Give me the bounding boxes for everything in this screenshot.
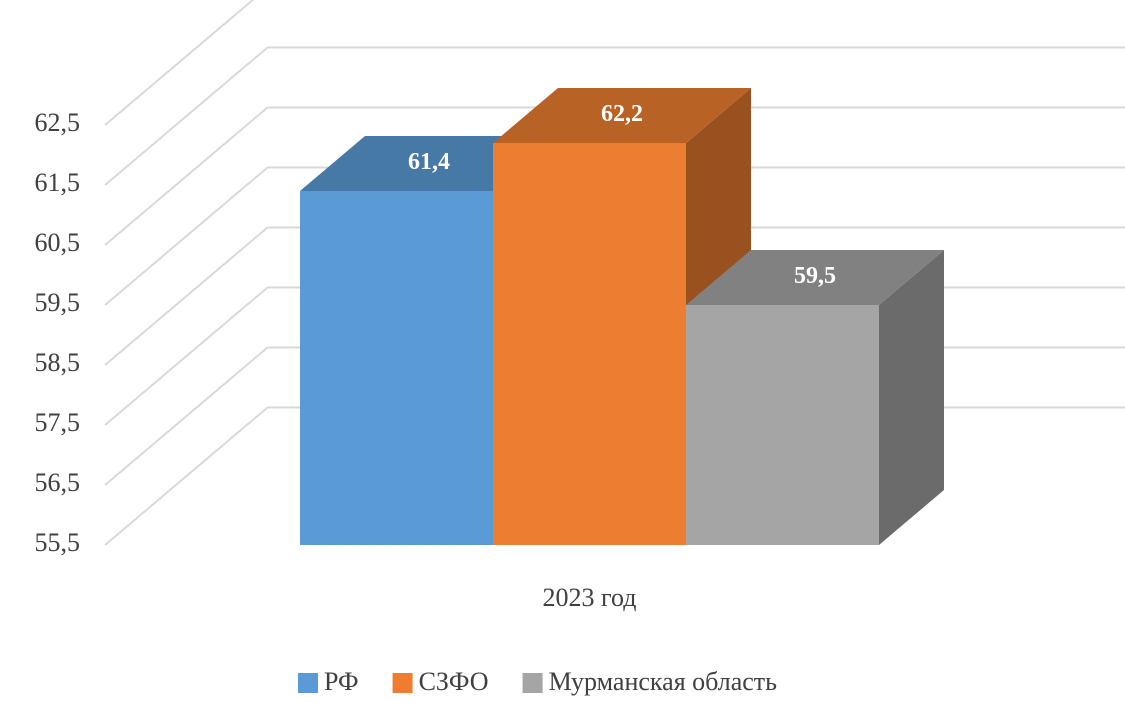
bar: [300, 191, 493, 545]
y-tick-label: 59,5: [35, 288, 81, 317]
bar: [493, 143, 686, 545]
grid-line: [104, 0, 255, 126]
bar: [686, 305, 879, 545]
legend-swatch: [392, 673, 413, 693]
y-tick-label: 57,5: [35, 408, 81, 437]
grid-line: [104, 106, 269, 246]
y-tick-label: 62,5: [35, 108, 81, 137]
legend-swatch: [522, 673, 543, 693]
data-label: 61,4: [408, 149, 450, 175]
x-tick-label: 2023 год: [543, 583, 637, 612]
data-label: 59,5: [794, 263, 836, 289]
grid-line: [104, 346, 269, 486]
grid-line: [104, 46, 269, 186]
bar-top: [493, 88, 751, 143]
legend-label: РФ: [324, 667, 359, 696]
y-tick-label: 56,5: [35, 468, 81, 497]
y-tick-label: 55,5: [35, 528, 81, 557]
bar-top: [686, 250, 944, 305]
grid-line: [104, 226, 269, 366]
y-tick-label: 60,5: [35, 228, 81, 257]
y-tick-label: 61,5: [35, 168, 81, 197]
legend-label: Мурманская область: [549, 667, 778, 696]
data-label: 62,2: [601, 101, 643, 127]
grid-line: [104, 406, 269, 546]
grid-line: [104, 286, 269, 426]
y-tick-label: 58,5: [35, 348, 81, 377]
grid-line: [104, 166, 269, 306]
bar-side: [879, 250, 944, 545]
legend-swatch: [298, 673, 318, 693]
legend-label: СЗФО: [419, 667, 489, 696]
